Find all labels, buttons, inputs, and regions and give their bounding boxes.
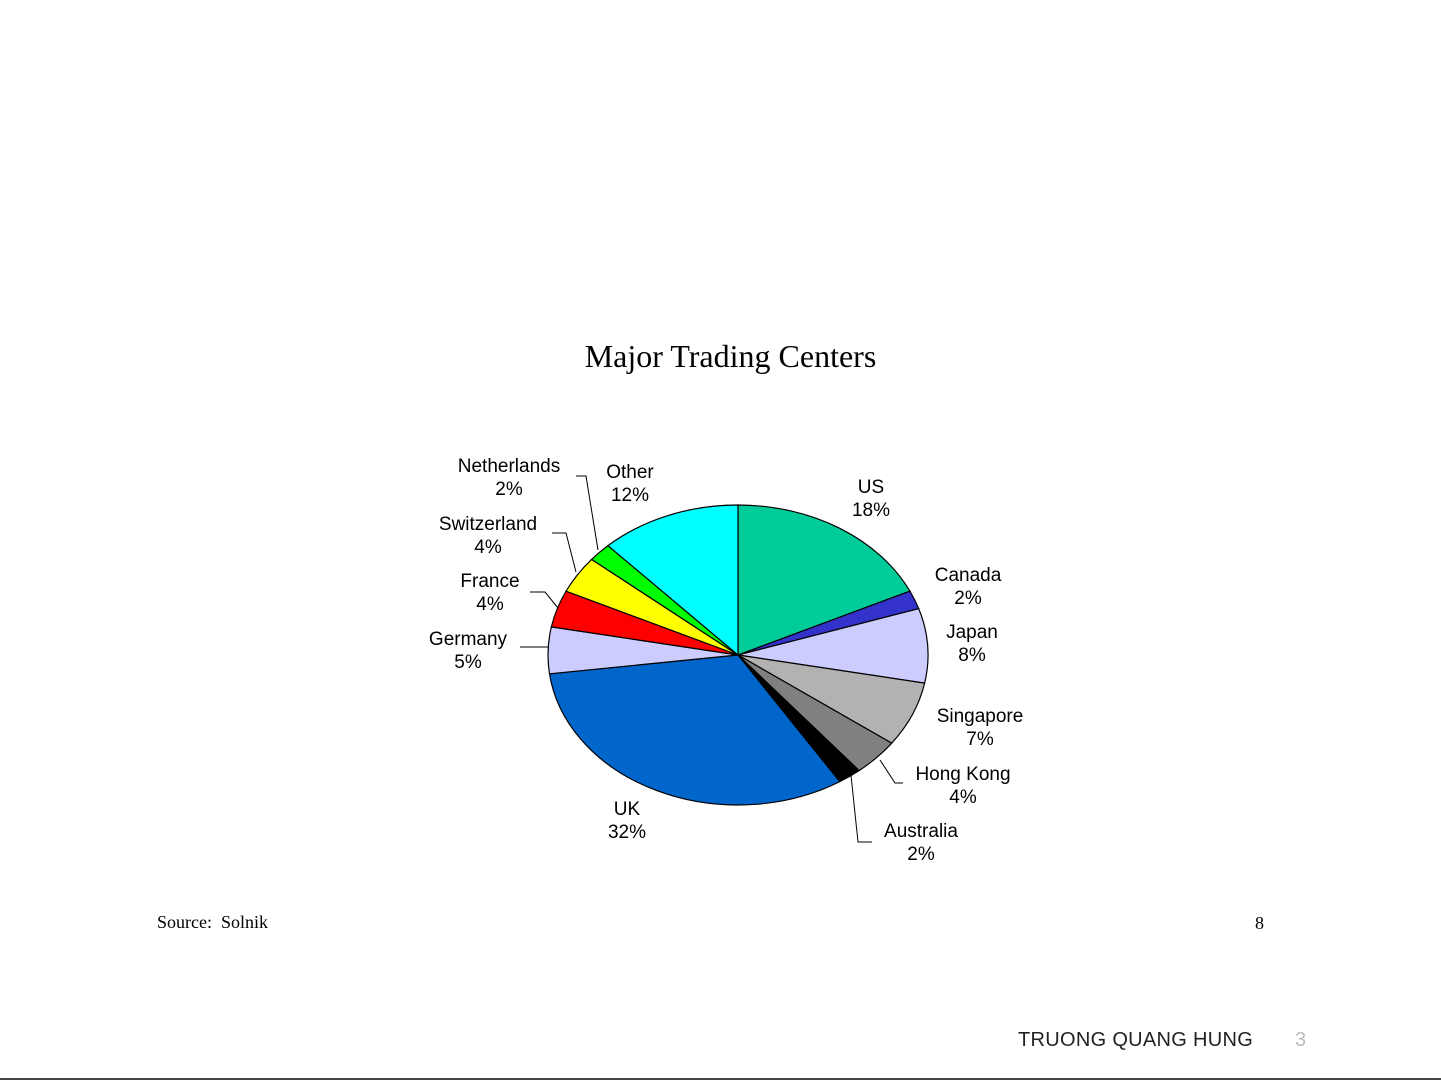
footer-author: TRUONG QUANG HUNG [1018, 1029, 1254, 1051]
slice-label-uk: UK [614, 799, 641, 820]
pie-slice-us [737, 504, 911, 656]
source-note: Source: Solnik [157, 912, 268, 932]
slice-label-singapore: Singapore [937, 706, 1024, 727]
pie-slice-japan [737, 607, 929, 684]
slice-value-canada: 2% [954, 588, 982, 609]
slice-value-uk: 32% [608, 822, 646, 843]
leader-line-switzerland [552, 532, 577, 573]
slice-label-netherlands: Netherlands [458, 456, 560, 477]
pie-slice-uk [548, 654, 841, 806]
leader-line-france [530, 591, 559, 609]
slice-label-other: Other [606, 462, 654, 483]
leader-line-australia [850, 774, 872, 843]
slice-value-netherlands: 2% [495, 479, 523, 500]
slice-label-france: France [460, 571, 519, 592]
slice-value-us: 18% [852, 500, 890, 521]
chart-title: Major Trading Centers [584, 338, 877, 374]
slice-value-hong-kong: 4% [949, 787, 977, 808]
slice-value-switzerland: 4% [474, 537, 502, 558]
pie-slice-other [606, 504, 739, 657]
bottom-divider [0, 1078, 1441, 1080]
leader-line-netherlands [576, 475, 599, 551]
slice-label-japan: Japan [946, 622, 998, 643]
slice-label-germany: Germany [429, 629, 508, 650]
slice-label-australia: Australia [884, 821, 958, 842]
slice-value-japan: 8% [958, 645, 986, 666]
slice-label-us: US [858, 477, 884, 498]
slice-label-hong-kong: Hong Kong [915, 764, 1010, 785]
footer-slide-number: 3 [1295, 1029, 1307, 1051]
slice-label-switzerland: Switzerland [439, 514, 537, 535]
slice-label-canada: Canada [935, 565, 1002, 586]
slice-value-other: 12% [611, 485, 649, 506]
slice-value-australia: 2% [907, 844, 935, 865]
leader-line-hong-kong [879, 759, 903, 784]
slice-value-singapore: 7% [966, 729, 994, 750]
slice-value-germany: 5% [454, 652, 482, 673]
page-number: 8 [1255, 913, 1264, 933]
slice-value-france: 4% [476, 594, 504, 615]
